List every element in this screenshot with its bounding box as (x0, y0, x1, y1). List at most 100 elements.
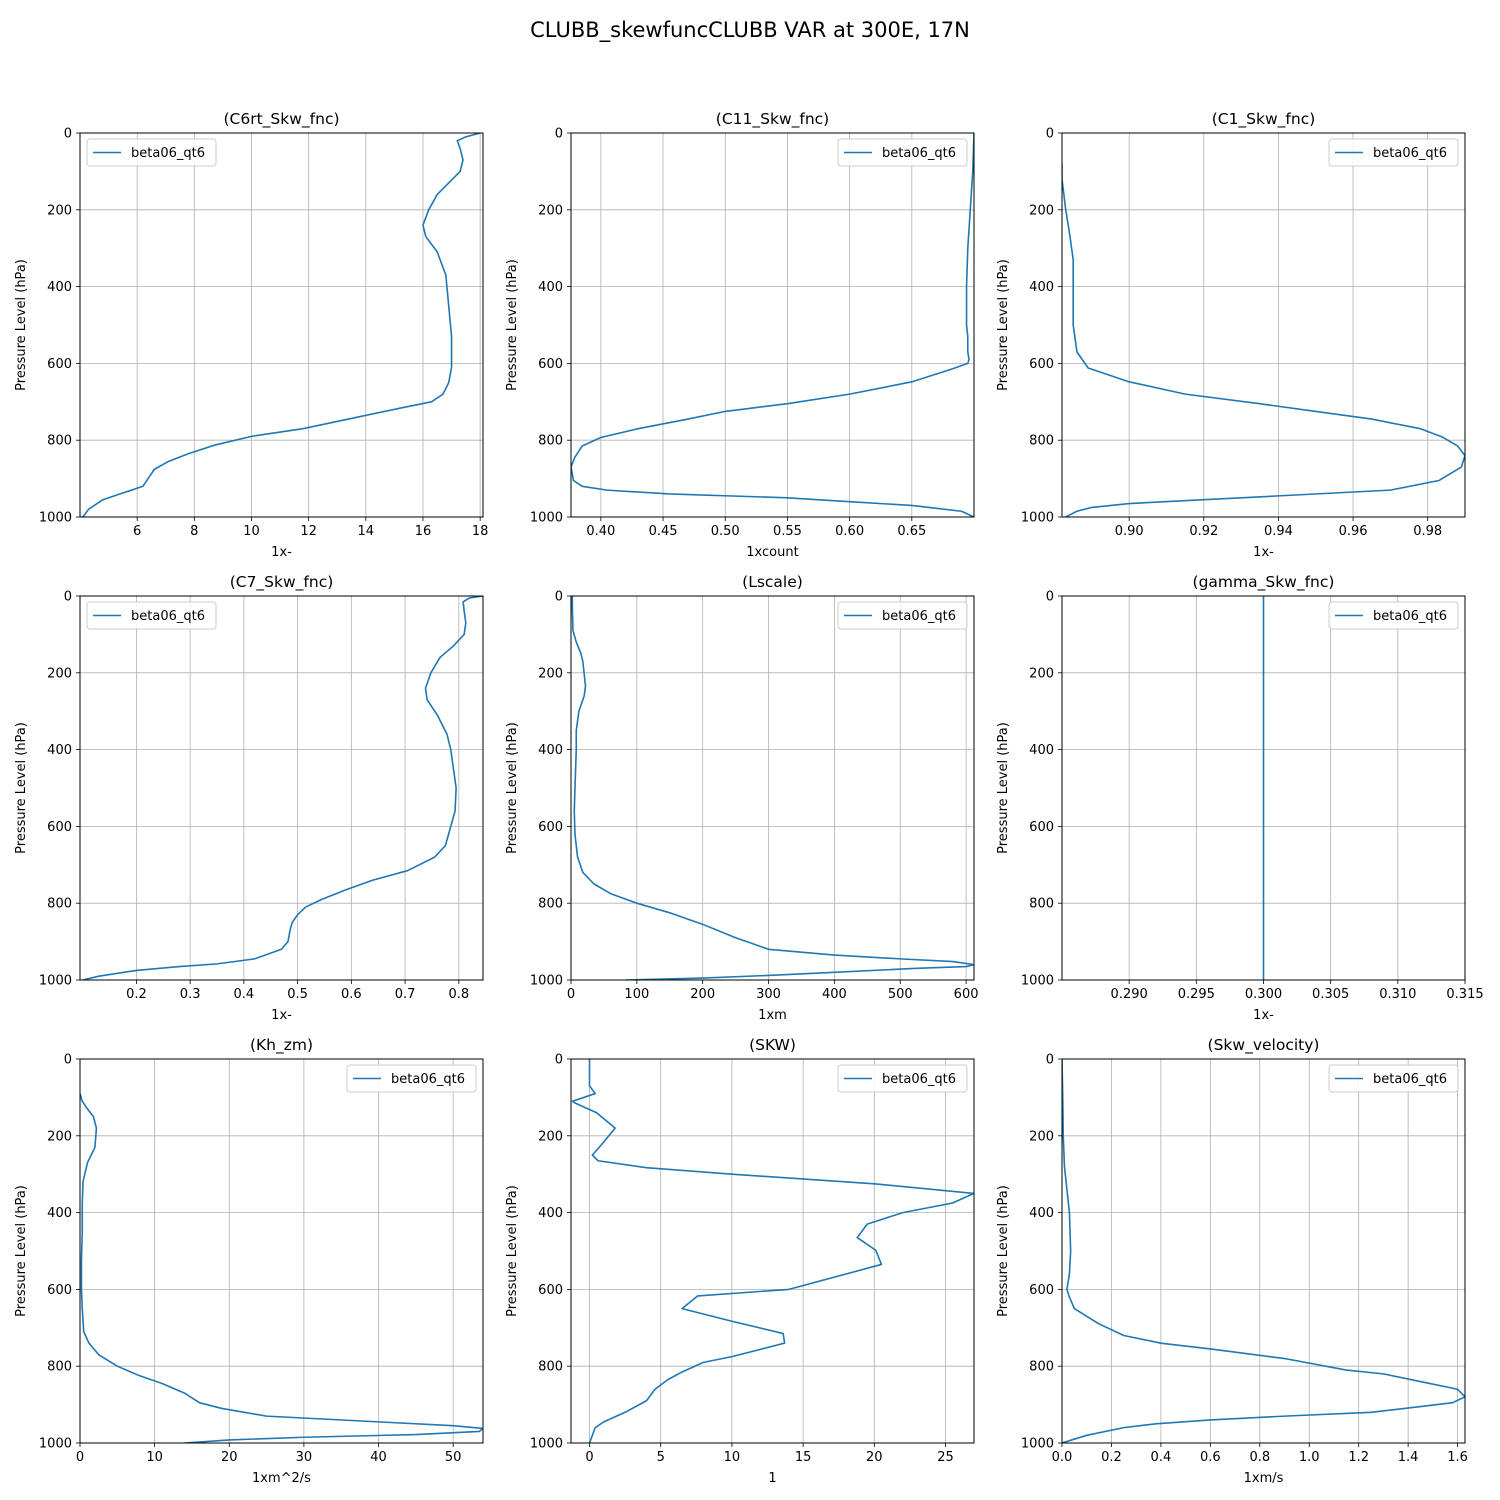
y-tick-label: 200 (1029, 666, 1054, 681)
panel-title: (Skw_velocity) (1208, 1036, 1320, 1055)
legend-label: beta06_qt6 (1373, 609, 1447, 624)
y-tick-label: 0 (1046, 590, 1054, 605)
x-tick-label: 0.295 (1178, 987, 1215, 1002)
x-tick-label: 10 (243, 524, 260, 539)
panel-2: 0.40 0.45 0.50 0.55 0.60 0.65 0 200 400 600 800 100… (505, 110, 975, 560)
y-tick-label: 0 (1046, 1053, 1054, 1068)
legend-box (1328, 601, 1459, 630)
x-tick-label: 0 (76, 1450, 84, 1465)
panel-3: 0.90 0.92 0.94 0.96 0.98 0 200 400 600 800 1000 (C1… (996, 110, 1466, 560)
x-tick-label: 200 (690, 987, 715, 1002)
axes-frame (1061, 132, 1466, 518)
x-tick-label: 500 (888, 987, 913, 1002)
plot-area (571, 133, 974, 517)
y-axis-label: Pressure Level (hPa) (505, 259, 520, 391)
x-tick-label: 0.50 (711, 524, 740, 539)
x-tick-label: 1.4 (1398, 1450, 1419, 1465)
x-tick-label: 40 (370, 1450, 387, 1465)
y-tick-label: 1000 (530, 1437, 563, 1452)
x-tick-label: 0.290 (1111, 987, 1148, 1002)
x-axis-label: 1 (768, 1471, 776, 1486)
x-tick-label: 0.92 (1189, 524, 1218, 539)
x-tick-label: 0.4 (234, 987, 255, 1002)
x-tick-label: 0.65 (897, 524, 926, 539)
x-tick-label: 0.94 (1264, 524, 1293, 539)
x-tick-label: 0.2 (126, 987, 147, 1002)
y-tick-label: 1000 (530, 974, 563, 989)
x-tick-label: 0.300 (1245, 987, 1282, 1002)
y-tick-label: 600 (47, 1283, 72, 1298)
x-tick-label: 14 (358, 524, 375, 539)
x-tick-label: 0.6 (341, 987, 362, 1002)
x-tick-label: 0.98 (1413, 524, 1442, 539)
x-tick-label: 0.315 (1446, 987, 1483, 1002)
axes-frame (79, 595, 484, 981)
x-tick-label: 50 (445, 1450, 462, 1465)
y-tick-label: 400 (47, 280, 72, 295)
y-tick-label: 200 (538, 1129, 563, 1144)
x-tick-label: 18 (472, 524, 489, 539)
series-line-1 (571, 1059, 974, 1443)
x-tick-label: 0.40 (586, 524, 615, 539)
y-tick-label: 800 (47, 897, 72, 912)
panel-title: (C6rt_Skw_fnc) (223, 110, 339, 129)
x-tick-label: 16 (415, 524, 432, 539)
y-tick-label: 600 (1029, 1283, 1054, 1298)
x-tick-label: 1.0 (1299, 1450, 1320, 1465)
panel-title: (gamma_Skw_fnc) (1193, 573, 1335, 592)
y-axis-label: Pressure Level (hPa) (14, 1185, 29, 1317)
x-tick-label: 0.310 (1379, 987, 1416, 1002)
x-tick-label: 0.2 (1101, 1450, 1122, 1465)
x-tick-label: 30 (296, 1450, 313, 1465)
series-line-1 (80, 1093, 483, 1443)
x-tick-label: 25 (937, 1450, 954, 1465)
legend-box (837, 601, 968, 630)
legend-label: beta06_qt6 (1373, 1072, 1447, 1087)
x-tick-label: 0.5 (287, 987, 308, 1002)
y-axis-label: Pressure Level (hPa) (996, 1185, 1011, 1317)
x-tick-label: 12 (300, 524, 317, 539)
y-axis-label: Pressure Level (hPa) (14, 722, 29, 854)
x-tick-label: 0.8 (448, 987, 469, 1002)
y-tick-label: 0 (555, 1053, 563, 1068)
y-axis-label: Pressure Level (hPa) (996, 722, 1011, 854)
legend: beta06_qt6 (346, 1064, 477, 1093)
x-tick-label: 8 (190, 524, 198, 539)
legend: beta06_qt6 (86, 601, 217, 630)
y-tick-label: 1000 (39, 511, 72, 526)
x-axis-label: 1xm (758, 1008, 787, 1023)
legend: beta06_qt6 (837, 1064, 968, 1093)
series-line-1 (1062, 163, 1465, 517)
panel-title: (C7_Skw_fnc) (230, 573, 334, 592)
panel-4: 0.2 0.3 0.4 0.5 0.6 0.7 0.8 0 200 400 600 800 1000 (C… (14, 573, 484, 1023)
y-tick-label: 0 (555, 590, 563, 605)
x-axis-label: 1xcount (746, 545, 798, 560)
series-line-1 (82, 133, 481, 517)
x-axis-label: 1x- (1253, 545, 1274, 560)
panel-title: (SKW) (749, 1036, 796, 1054)
y-tick-label: 800 (538, 434, 563, 449)
figure-suptitle: CLUBB_skewfuncCLUBB VAR at 300E, 17N (530, 18, 970, 43)
y-tick-label: 600 (1029, 357, 1054, 372)
x-tick-label: 0.60 (835, 524, 864, 539)
x-tick-label: 0.8 (1249, 1450, 1270, 1465)
y-tick-label: 400 (1029, 280, 1054, 295)
y-tick-label: 800 (1029, 1360, 1054, 1375)
x-tick-label: 100 (624, 987, 649, 1002)
y-tick-label: 400 (47, 1206, 72, 1221)
plot-area (571, 596, 974, 980)
y-tick-label: 800 (538, 1360, 563, 1375)
y-tick-label: 800 (538, 897, 563, 912)
x-tick-label: 15 (795, 1450, 812, 1465)
panel-1: 6 8 10 12 14 16 18 0 200 400 600 800 1000 (C6rt_Skw_f… (14, 110, 488, 560)
x-tick-label: 0.6 (1200, 1450, 1221, 1465)
x-tick-label: 5 (657, 1450, 665, 1465)
legend-label: beta06_qt6 (882, 146, 956, 161)
y-axis-label: Pressure Level (hPa) (14, 259, 29, 391)
y-tick-label: 200 (47, 203, 72, 218)
y-tick-label: 600 (47, 820, 72, 835)
axes-frame (1061, 1058, 1466, 1444)
x-tick-label: 0.305 (1312, 987, 1349, 1002)
y-tick-label: 1000 (1021, 511, 1054, 526)
